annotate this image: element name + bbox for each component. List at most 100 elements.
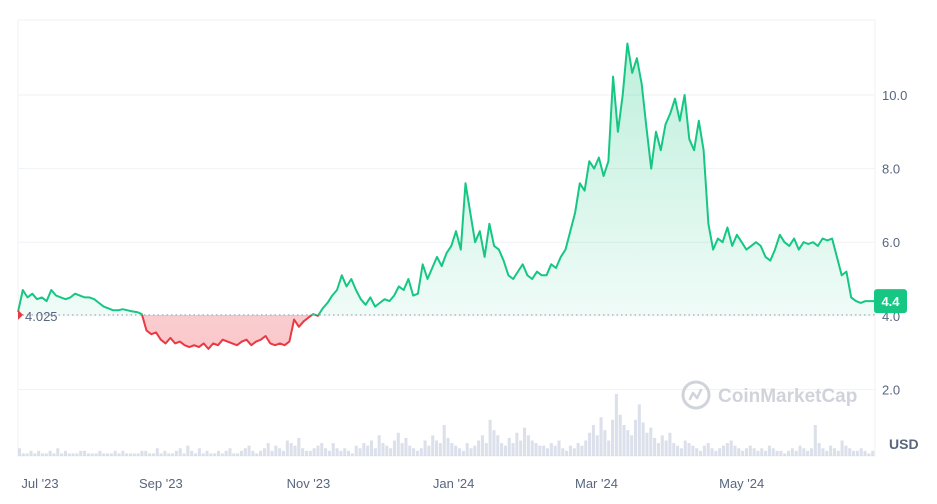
volume-bar: [477, 440, 481, 456]
volume-bar: [664, 440, 668, 456]
volume-bar: [710, 448, 714, 456]
volume-bar: [496, 435, 500, 456]
volume-bar: [653, 437, 657, 456]
volume-bar: [63, 450, 67, 456]
volume-bar: [262, 448, 266, 456]
volume-bar: [748, 445, 752, 456]
volume-bar: [691, 445, 695, 456]
volume-bar: [836, 450, 840, 456]
volume-bar: [308, 450, 312, 456]
volume-bar: [473, 445, 477, 456]
volume-bar: [676, 445, 680, 456]
volume-bar: [626, 430, 630, 456]
volume-bar: [327, 450, 331, 456]
volume-bar: [366, 445, 370, 456]
volume-bar: [852, 450, 856, 456]
volume-bar: [438, 443, 442, 456]
volume-bar: [90, 453, 94, 456]
volume-bar: [848, 448, 852, 456]
volume-bar: [293, 445, 297, 456]
volume-bar: [404, 437, 408, 456]
volume-bar: [744, 448, 748, 456]
volume-bar: [155, 448, 159, 456]
volume-bar: [79, 450, 83, 456]
price-area: [18, 43, 875, 349]
volume-bar: [266, 443, 270, 456]
volume-bar: [400, 443, 404, 456]
baseline-price-label: 4.025: [25, 309, 58, 324]
volume-bar: [832, 448, 836, 456]
volume-bar: [347, 450, 351, 456]
volume-bar: [86, 453, 90, 456]
volume-bar: [44, 453, 48, 456]
volume-bar: [695, 448, 699, 456]
volume-bar: [224, 450, 228, 456]
volume-bar: [503, 445, 507, 456]
volume-bar: [572, 448, 576, 456]
volume-bar: [526, 435, 530, 456]
price-area-below-baseline: [18, 314, 875, 349]
volume-bar: [725, 443, 729, 456]
volume-bar: [809, 448, 814, 456]
price-area-above-baseline: [18, 43, 875, 315]
volume-bar: [320, 443, 324, 456]
volume-bar: [205, 450, 209, 456]
volume-bar: [457, 448, 462, 456]
volume-bar: [18, 448, 22, 456]
price-lines: [17, 42, 875, 350]
volume-bar: [213, 453, 217, 456]
volume-bar: [611, 419, 615, 456]
volume-bar: [60, 453, 64, 456]
volume-bar: [660, 435, 664, 456]
volume-bar: [358, 448, 362, 456]
volume-bar: [52, 453, 56, 456]
volume-bar: [174, 450, 178, 456]
volume-bar: [637, 404, 641, 456]
volume-bar: [561, 448, 565, 456]
volume-bar: [622, 425, 626, 456]
volume-bar: [274, 445, 278, 456]
volume-bar: [270, 450, 274, 456]
volume-bar: [844, 445, 848, 456]
volume-bar: [201, 453, 205, 456]
volume-bar: [259, 450, 263, 456]
volume-bar: [140, 450, 144, 456]
volume-bar: [255, 453, 259, 456]
volume-bar: [523, 427, 527, 456]
volume-bar: [335, 448, 339, 456]
volume-bar: [783, 453, 787, 456]
volume-bar: [105, 453, 110, 456]
volume-bar: [614, 394, 618, 456]
y-tick-label: 8.0: [882, 162, 900, 177]
volume-bar: [630, 435, 634, 456]
volume-bar: [316, 445, 320, 456]
volume-bar: [278, 448, 282, 456]
volume-bar: [159, 453, 163, 456]
volume-bar: [542, 445, 546, 456]
volume-bar: [151, 453, 155, 456]
volume-bar: [461, 450, 465, 456]
volume-bar: [863, 450, 867, 456]
y-axis: 2.04.06.08.010.0: [882, 88, 907, 397]
volume-bars: [18, 394, 875, 456]
volume-bar: [377, 435, 381, 456]
volume-bar: [40, 453, 45, 456]
coinmarketcap-logo-icon: [681, 380, 711, 410]
volume-bar: [538, 445, 542, 456]
volume-bar: [553, 445, 557, 456]
volume-bar: [37, 450, 41, 456]
current-price-label: 4.4: [881, 294, 900, 309]
volume-bar: [519, 440, 523, 456]
volume-bar: [741, 450, 745, 456]
volume-bar: [117, 453, 121, 456]
volume-bar: [33, 453, 37, 456]
volume-bar: [515, 432, 519, 456]
volume-bar: [339, 450, 343, 456]
volume-bar: [760, 448, 764, 456]
volume-bar: [702, 445, 706, 456]
volume-bar: [871, 450, 875, 456]
volume-bar: [121, 450, 125, 456]
volume-bar: [385, 445, 389, 456]
volume-bar: [144, 450, 148, 456]
volume-bar: [446, 437, 450, 456]
